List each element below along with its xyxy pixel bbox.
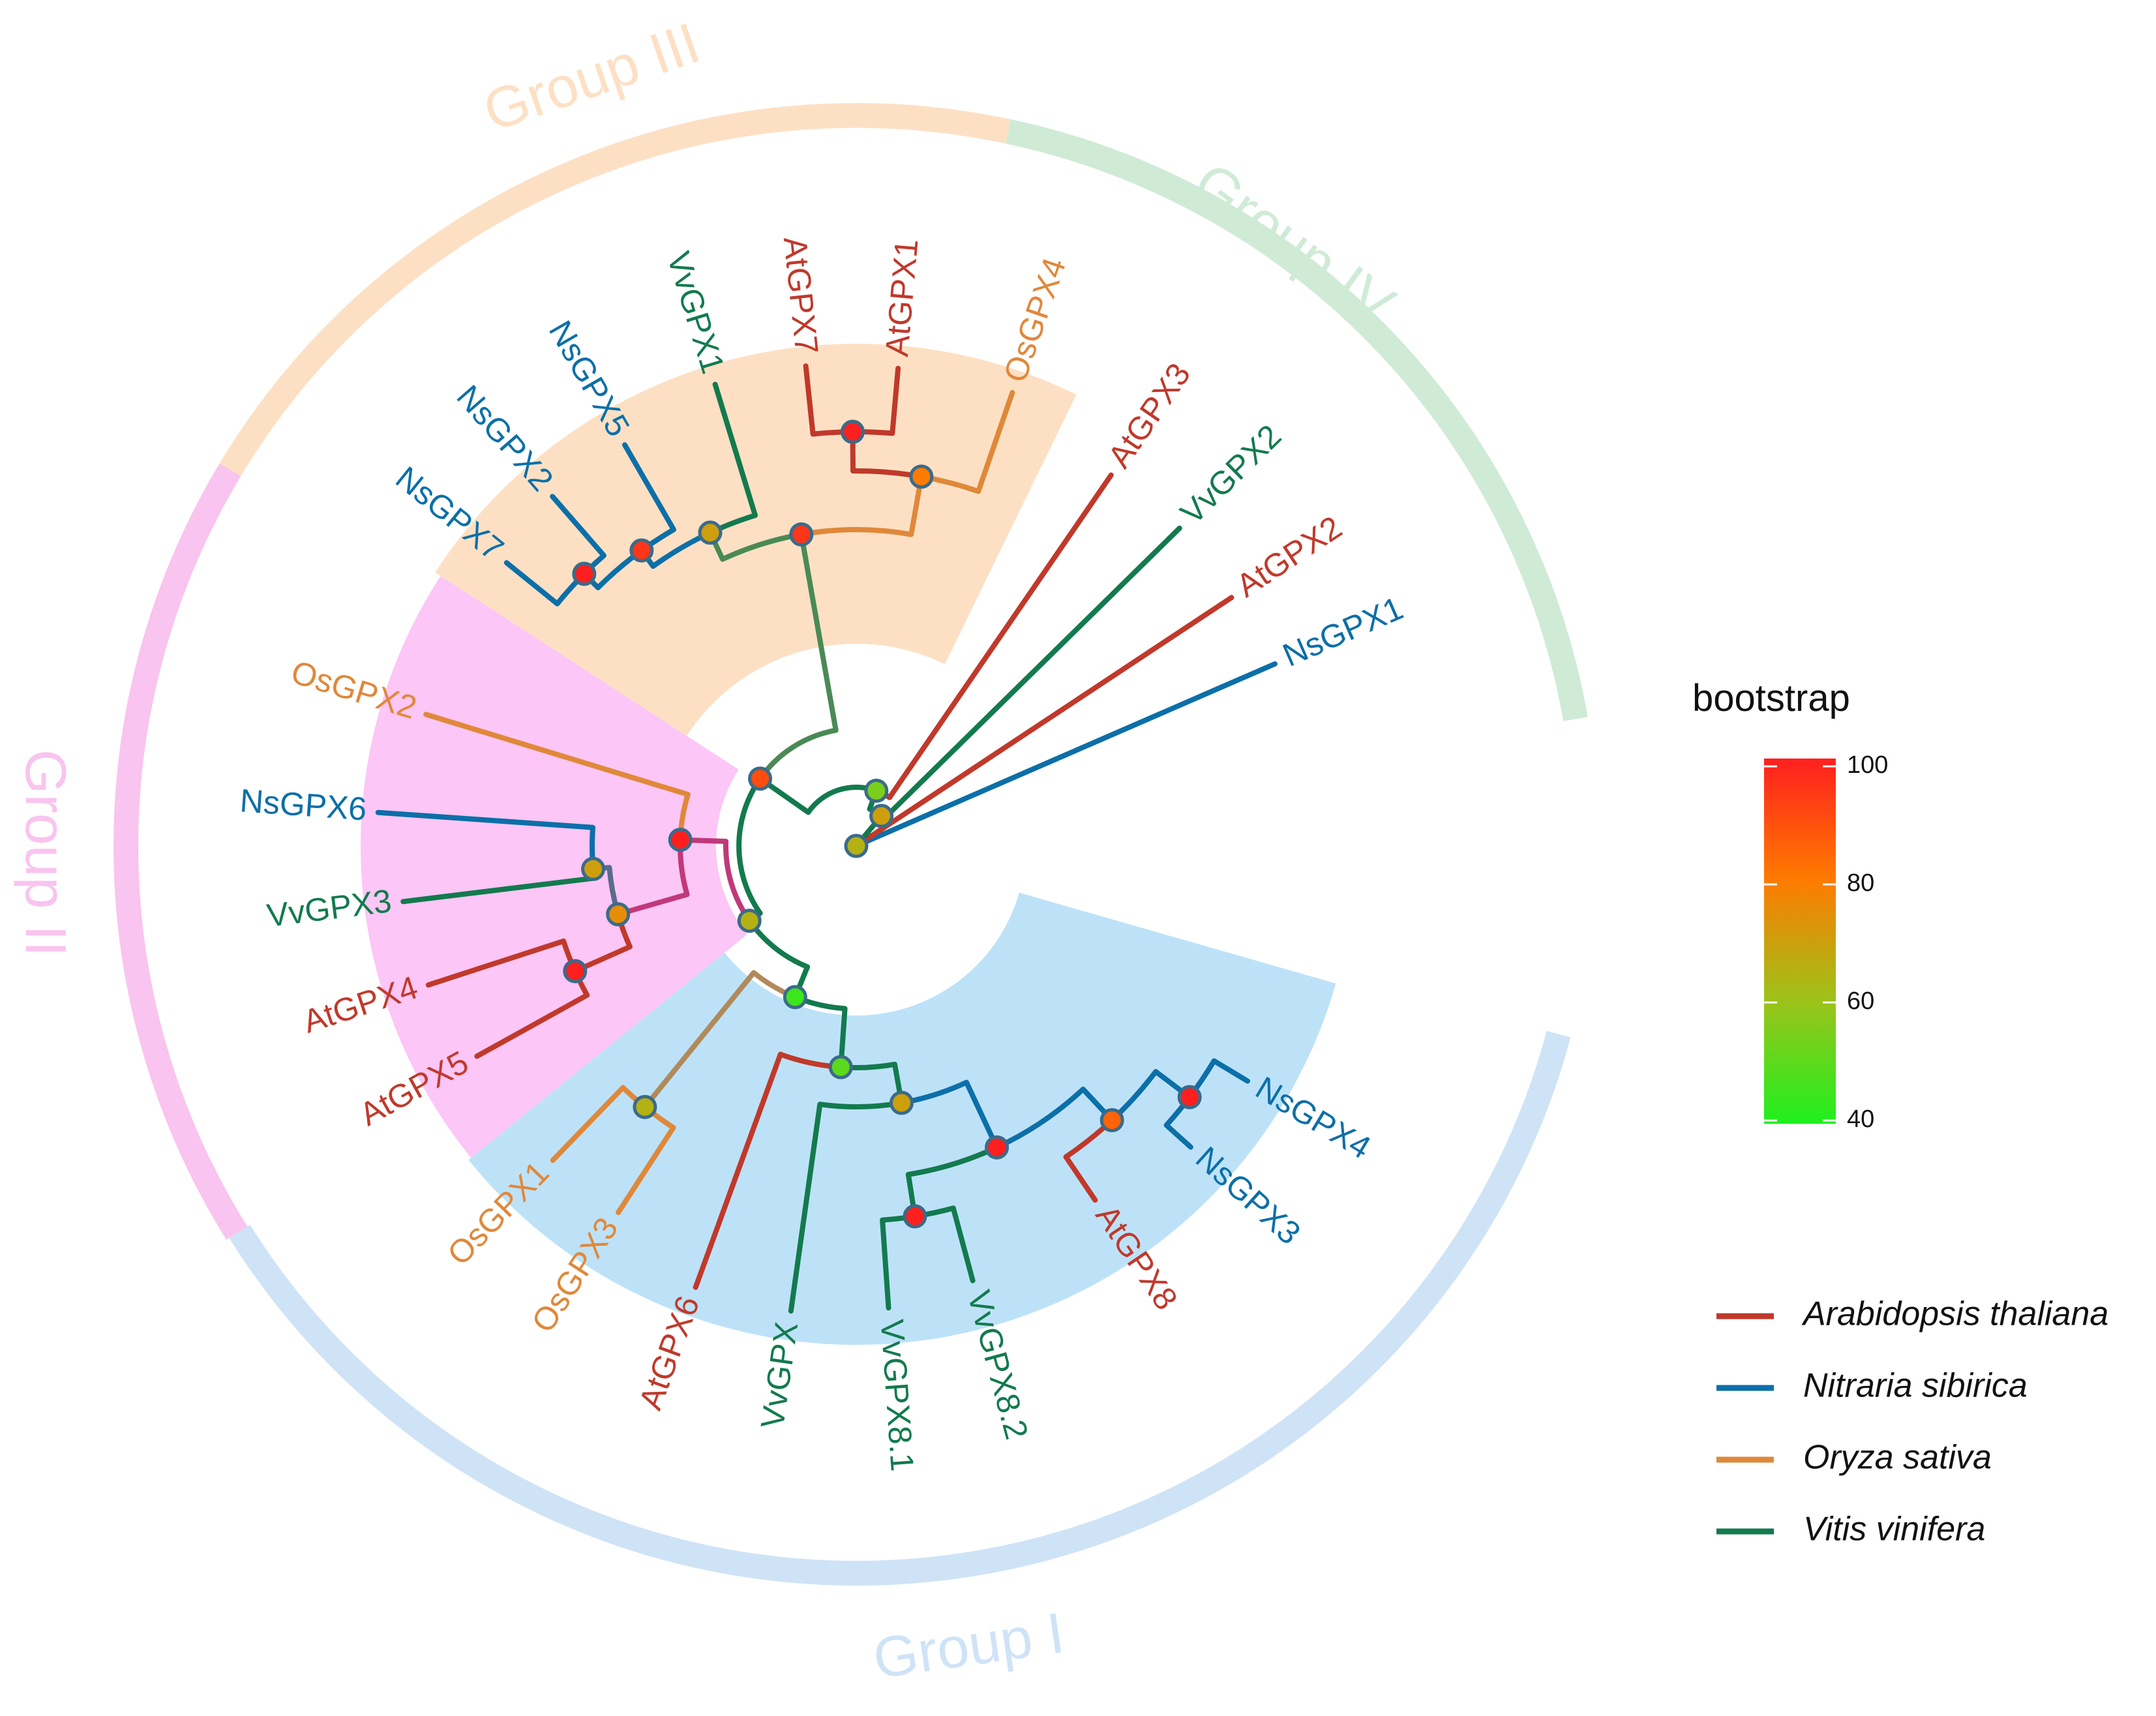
group-i-sector [468,892,1336,1345]
bootstrap-node-g2_at45 [563,959,588,984]
species-label-oryza: Oryza sativa [1803,1439,1992,1477]
leaf-label-atgpx1: AtGPX1 [878,237,925,358]
branch-g12 [736,775,763,924]
bootstrap-node-g3_ns [629,538,654,563]
leaf-label-vvgpx2: VvGPX2 [1173,417,1288,531]
leaf-label-vvgpx: VvGPX [754,1319,805,1430]
branch-g3_at [798,474,924,537]
colorbar-tick-label: 100 [1847,751,1888,779]
leaf-label-atgpx2: AtGPX2 [1230,509,1349,604]
leaf-label-atgpx3: AtGPX3 [1101,357,1197,475]
colorbar-tick-label: 80 [1847,869,1874,897]
bootstrap-node-backbone [748,766,773,791]
leaf-label-nsgpx6: NsGPX6 [239,782,368,827]
bootstrap-legend-title: bootstrap [1692,677,1850,719]
bootstrap-node-g1_a [828,1055,853,1079]
bootstrap-node-g1_vv8 [903,1204,927,1229]
group-i-ring [229,1031,1571,1586]
leaf-label-atgpx6: AtGPX6 [632,1291,706,1415]
bootstrap-node-g1_os [633,1094,657,1119]
group-iv-ring [1005,119,1588,721]
bootstrap-node-g1_b [889,1091,914,1115]
species-label-nitraria: Nitraria sibirica [1803,1367,2028,1405]
bootstrap-nodes [563,419,1202,1229]
bootstrap-node-g1_d [1100,1108,1124,1133]
group-rings [113,103,1588,1586]
group-iii-ring [219,103,1011,476]
bootstrap-node-g1_ns34 [1177,1085,1202,1109]
bootstrap-node-g2_b [606,902,631,927]
bootstrap-node-g3_ns2 [572,562,597,586]
leaf-label-osgpx4: OsGPX4 [996,253,1073,387]
leaf-label-nsgpx1: NsGPX1 [1278,590,1409,674]
bootstrap-node-g3 [789,522,814,547]
leaf-label-nsgpx2: NsGPX2 [450,378,561,498]
bootstrap-node-g1_c [985,1135,1010,1160]
species-label-arabidopsis: Arabidopsis thaliana [1801,1295,2108,1333]
bootstrap-node-g2_a [581,856,606,881]
bootstrap-node-g3_at17 [840,419,865,444]
bootstrap-node-g3_vv [698,520,723,545]
group-iii-label: Group III [475,10,708,143]
group-ii-ring [113,463,248,1240]
bootstrap-node-g12 [737,909,762,933]
bootstrap-colorbar [1764,759,1836,1124]
bootstrap-node-g3_at [909,464,934,489]
group-ii-label: Group II [14,749,78,957]
branch-NsGPX1 [854,661,1278,849]
group-iii-sector [435,344,1077,736]
leaf-label-vvgpx1: VvGPX1 [660,247,732,378]
branch-backbone [757,775,879,815]
bootstrap-node-cladeIV_a [869,804,894,828]
colorbar-tick-label: 40 [1847,1106,1874,1133]
bootstrap-node-g1 [783,985,807,1010]
bootstrap-node-g2 [668,828,693,852]
colorbar-tick-label: 60 [1847,987,1874,1015]
group-i-label: Group I [869,1600,1068,1691]
leaf-label-atgpx7: AtGPX7 [777,235,826,356]
bootstrap-node-root [844,834,869,858]
legend: bootstrap 100 80 60 40 Arabidopsis thaliana Ni… [1692,677,2108,1548]
bootstrap-node-cladeIV_b [864,778,889,803]
species-label-vitis: Vitis vinifera [1803,1511,1985,1548]
branch-AtGPX2 [854,595,1235,849]
group-iv-label: Group IV [1182,149,1406,337]
